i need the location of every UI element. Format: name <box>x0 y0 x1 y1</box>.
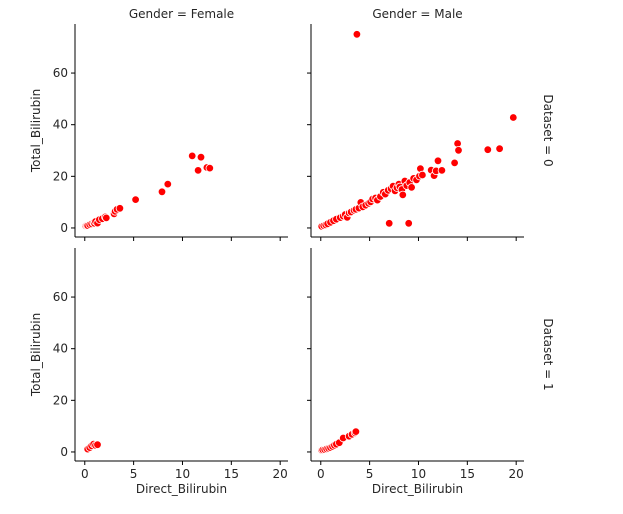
data-point <box>115 204 125 213</box>
facet-col-title: Gender = Female <box>129 7 234 21</box>
data-point <box>407 183 416 192</box>
facet-panel-1-1: 0 20 40 60 Gender = Female Total_Bilirubin <box>29 7 288 241</box>
data-point <box>93 440 102 449</box>
y-tick-label: 40 <box>53 342 68 356</box>
facet-col-title: Gender = Male <box>372 7 462 21</box>
y-tick-label: 60 <box>53 290 68 304</box>
data-point <box>163 179 172 189</box>
data-point <box>450 158 459 168</box>
data-point <box>352 30 362 39</box>
data-point <box>193 166 203 175</box>
data-point <box>433 156 443 165</box>
facet-panel-2-1: 0 20 40 60 0 5 10 15 20 Total_Bilirubin Direct_Bil… <box>29 248 288 496</box>
data-point <box>205 163 214 173</box>
x-tick-label: 5 <box>366 467 374 481</box>
data-point <box>351 427 361 436</box>
data-point <box>453 139 462 148</box>
y-tick-label: 20 <box>53 393 68 407</box>
data-point <box>454 146 463 155</box>
y-tick-label: 0 <box>60 221 68 235</box>
facet-row-title: Dataset = 0 <box>541 94 555 166</box>
data-point <box>418 170 427 180</box>
x-tick-label: 20 <box>273 467 288 481</box>
x-axis-title: Direct_Bilirubin <box>372 482 463 496</box>
data-point <box>437 166 447 175</box>
x-tick-label: 10 <box>175 467 190 481</box>
x-axis-title: Direct_Bilirubin <box>136 482 227 496</box>
x-tick-label: 10 <box>411 467 426 481</box>
y-tick-label: 60 <box>53 66 68 80</box>
x-tick-label: 20 <box>509 467 524 481</box>
y-tick-label: 40 <box>53 118 68 132</box>
data-point <box>398 190 407 200</box>
y-tick-label: 0 <box>60 445 68 459</box>
data-point <box>495 144 504 153</box>
data-point <box>196 152 206 162</box>
x-tick-label: 5 <box>130 467 138 481</box>
data-point <box>509 113 518 122</box>
x-tick-label: 0 <box>81 467 89 481</box>
x-tick-label: 0 <box>317 467 325 481</box>
data-point <box>404 219 413 228</box>
data-point <box>483 145 492 154</box>
data-point <box>187 151 197 161</box>
y-tick-label: 20 <box>53 169 68 183</box>
data-point <box>385 219 394 228</box>
x-tick-label: 15 <box>460 467 475 481</box>
y-axis-title: Total_Bilirubin <box>29 313 43 397</box>
data-point <box>157 187 167 196</box>
data-point <box>131 195 140 204</box>
facet-panel-2-2: 0 5 10 15 20 Dataset = 1 Direct_Bilirubin <box>307 248 555 496</box>
y-axis-title: Total_Bilirubin <box>29 89 43 173</box>
x-tick-label: 15 <box>224 467 239 481</box>
data-point <box>102 213 111 223</box>
facet-row-title: Dataset = 1 <box>541 318 555 390</box>
facet-panel-1-2: Gender = Male Dataset = 0 <box>307 7 555 241</box>
